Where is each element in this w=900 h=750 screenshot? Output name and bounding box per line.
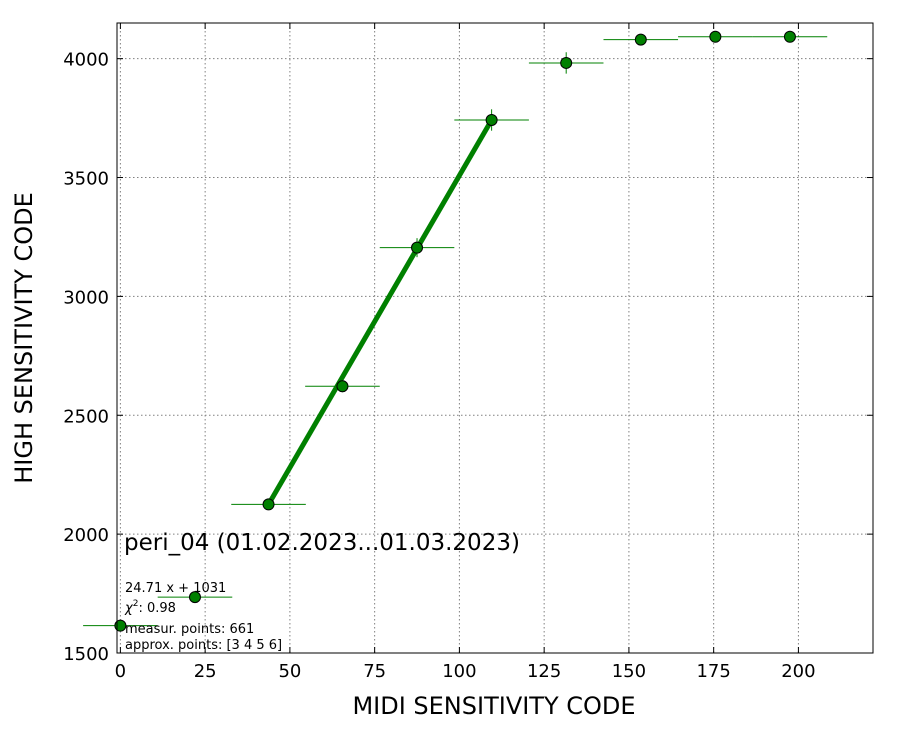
x-tick-label: 150 bbox=[612, 661, 646, 682]
y-tick-label: 2000 bbox=[63, 525, 109, 546]
annotation-measur: measur. points: 661 bbox=[125, 622, 254, 637]
fit-line-layer bbox=[266, 118, 494, 506]
y-tick-label: 1500 bbox=[63, 644, 109, 665]
x-tick-label: 50 bbox=[278, 661, 301, 682]
x-axis-label: MIDI SENSITIVITY CODE bbox=[352, 692, 635, 720]
x-tick-label: 125 bbox=[527, 661, 561, 682]
data-point bbox=[411, 241, 424, 254]
data-point bbox=[485, 113, 498, 126]
y-tick-label: 3000 bbox=[63, 287, 109, 308]
fit-line bbox=[266, 118, 494, 506]
data-point bbox=[783, 30, 796, 43]
x-tick-label: 175 bbox=[696, 661, 730, 682]
annotation-title: peri_04 (01.02.2023...01.03.2023) bbox=[124, 530, 520, 556]
annotation-fit: 24.71 x + 1031 bbox=[125, 581, 226, 596]
plot-frame bbox=[116, 22, 874, 654]
x-tick-label: 100 bbox=[442, 661, 476, 682]
chi2-symbol: χ bbox=[124, 601, 134, 616]
data-point bbox=[634, 33, 647, 46]
data-point bbox=[114, 619, 127, 632]
y-axis-label: HIGH SENSITIVITY CODE bbox=[10, 192, 38, 484]
data-point bbox=[262, 498, 275, 511]
data-point bbox=[709, 30, 722, 43]
annotation-chi2: χ2: 0.98 bbox=[124, 599, 176, 616]
data-point bbox=[336, 380, 349, 393]
points-layer bbox=[114, 30, 796, 632]
grid bbox=[117, 23, 873, 654]
data-point bbox=[560, 56, 573, 69]
y-tick-label: 4000 bbox=[63, 50, 109, 71]
annotation-approx: approx. points: [3 4 5 6] bbox=[125, 638, 282, 653]
x-tick-label: 200 bbox=[781, 661, 815, 682]
data-point bbox=[188, 591, 201, 604]
chi2-exponent: 2 bbox=[133, 599, 139, 609]
x-tick-label: 75 bbox=[363, 661, 386, 682]
chi2-value: : 0.98 bbox=[138, 601, 175, 616]
ticks: 0 25 50 75 100 125 150 175 200 1500 2000 2500 3000 35… bbox=[63, 23, 873, 682]
y-tick-label: 3500 bbox=[63, 169, 109, 190]
y-tick-label: 2500 bbox=[63, 406, 109, 427]
x-tick-label: 0 bbox=[115, 661, 126, 682]
x-tick-label: 25 bbox=[194, 661, 217, 682]
